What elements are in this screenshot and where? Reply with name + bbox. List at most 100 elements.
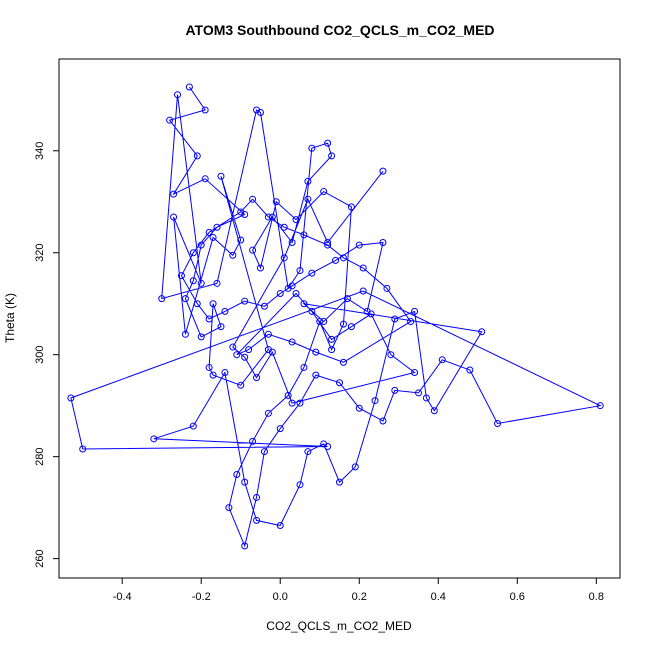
data-point [166,116,174,124]
data-point [339,254,347,262]
data-point [336,478,343,486]
data-point [422,394,430,402]
data-point [233,351,241,359]
data-point [225,504,233,512]
data-point [300,231,308,239]
data-point [185,83,193,91]
data-point [339,358,347,366]
data-point [288,338,296,346]
data-point [320,318,328,326]
data-point [347,203,355,211]
data-point [355,241,363,249]
data-point [67,394,75,402]
data-point [237,208,245,216]
data-point [288,239,296,247]
data-point [264,213,272,221]
data-point [316,318,324,326]
data-point [253,374,261,382]
data-point [217,323,225,331]
data-point [276,290,284,298]
data-point [304,177,312,185]
data-point [229,343,237,351]
data-point [308,307,316,315]
data-point [150,435,158,443]
x-tick-label: 0.4 [431,591,446,603]
data-point [332,256,340,264]
data-point [272,198,280,206]
data-point [264,330,272,338]
data-point [241,297,249,305]
data-point [189,249,197,257]
data-point [189,277,197,285]
data-point [264,409,272,417]
data-point [339,320,347,328]
data-point [233,471,241,479]
data-point [268,348,276,356]
data-point [174,91,182,99]
data-point [205,315,213,323]
data-point [328,152,336,160]
data-point [241,542,249,550]
data-point [320,440,328,448]
x-tick-label: 0.8 [589,591,604,603]
data-point [181,295,189,303]
series-layer [67,83,604,550]
x-tick-label: -0.4 [113,591,132,603]
plot-frame [58,58,621,579]
data-point [241,353,249,361]
data-point [336,379,343,387]
y-tick-label: 320 [34,244,46,262]
data-point [324,241,332,249]
data-point [324,139,332,147]
data-point [209,371,217,379]
y-axis-label: Theta (K) [3,293,17,343]
data-point [158,295,166,303]
data-point [304,448,312,456]
data-point [347,323,355,331]
data-point [177,272,185,280]
data-point [371,397,379,405]
data-point [430,407,438,415]
data-point [237,381,245,389]
x-tick-label: 0.6 [510,591,525,603]
data-point [320,188,328,196]
chart-title: ATOM3 Southbound CO2_QCLS_m_CO2_MED [185,22,494,38]
data-point [494,420,502,428]
data-point [249,437,257,445]
data-point [189,422,197,430]
data-point [300,300,308,308]
data-point [379,167,387,175]
y-tick-label: 260 [34,549,46,567]
data-point [466,366,474,374]
data-point [296,399,304,407]
data-point [276,521,284,529]
data-point [387,351,395,359]
data-point [351,463,359,471]
data-point [268,213,276,221]
data-point [209,300,217,308]
data-point [221,369,229,377]
data-point [197,241,205,249]
data-point [280,223,288,231]
y-tick-label: 300 [34,346,46,364]
data-point [300,363,308,371]
y-tick-label: 340 [34,142,46,160]
data-point [197,279,205,287]
data-point [308,144,316,152]
data-point [292,290,300,298]
data-point [367,310,375,318]
data-point [253,516,261,524]
data-point [438,356,446,364]
data-point [296,267,304,275]
data-point [379,417,387,425]
data-point [209,233,217,241]
data-point [193,152,201,160]
data-point [276,425,284,433]
data-point [312,348,320,356]
data-point [411,369,419,377]
data-point [197,333,205,341]
data-point [407,318,415,326]
data-point [596,402,604,410]
